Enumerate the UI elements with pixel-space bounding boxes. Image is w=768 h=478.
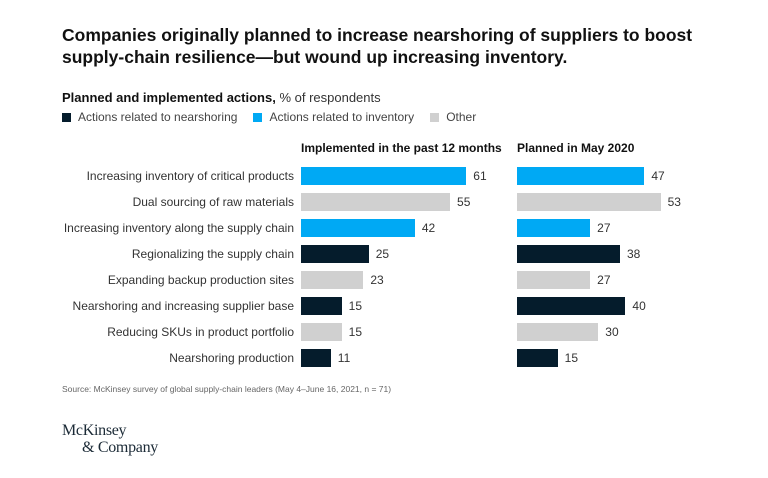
data-label: 23 bbox=[370, 273, 384, 287]
bar-planned bbox=[517, 349, 558, 367]
data-label: 25 bbox=[375, 247, 390, 261]
bar-planned bbox=[517, 323, 599, 341]
data-label: 61 bbox=[473, 169, 487, 183]
bar-implemented bbox=[301, 349, 331, 367]
logo-line-2: & Company bbox=[82, 439, 158, 456]
chart-subtitle: Planned and implemented actions, % of re… bbox=[62, 90, 381, 105]
legend-item-nearshoring: Actions related to nearshoring bbox=[62, 110, 237, 124]
legend-swatch bbox=[253, 112, 263, 122]
legend-label: Actions related to inventory bbox=[269, 110, 415, 124]
legend-swatch bbox=[62, 112, 71, 122]
category-label: Nearshoring and increasing supplier base bbox=[72, 299, 294, 313]
bar-implemented bbox=[301, 297, 342, 315]
legend-swatch bbox=[430, 112, 440, 122]
bar-planned bbox=[517, 167, 645, 185]
category-label: Dual sourcing of raw materials bbox=[132, 195, 294, 209]
data-label: 40 bbox=[632, 299, 646, 313]
category-label: Regionalizing the supply chain bbox=[131, 247, 294, 261]
bar-implemented bbox=[301, 245, 369, 263]
bar-implemented bbox=[301, 271, 364, 289]
category-label: Increasing inventory of critical product… bbox=[86, 169, 294, 183]
category-label: Nearshoring production bbox=[169, 351, 294, 365]
data-label: 38 bbox=[626, 247, 641, 261]
bar-implemented bbox=[301, 323, 342, 341]
bar-planned bbox=[517, 271, 591, 289]
data-label: 42 bbox=[421, 221, 436, 235]
category-label: Expanding backup production sites bbox=[107, 273, 294, 287]
subtitle-bold: Planned and implemented actions, bbox=[62, 90, 276, 105]
bar-implemented bbox=[301, 167, 467, 185]
column-header-planned: Planned in May 2020 bbox=[517, 141, 635, 155]
data-label: 11 bbox=[337, 351, 351, 365]
source-note: Source: McKinsey survey of global supply… bbox=[62, 384, 392, 394]
category-label: Reducing SKUs in product portfolio bbox=[107, 325, 294, 339]
mckinsey-logo: McKinsey & Company bbox=[62, 422, 158, 456]
data-label: 15 bbox=[564, 351, 578, 365]
legend-label: Other bbox=[446, 110, 477, 124]
data-label: 53 bbox=[667, 195, 681, 209]
legend-item-inventory: Actions related to inventory bbox=[253, 110, 414, 124]
bar-implemented bbox=[301, 193, 451, 211]
bar-planned bbox=[517, 219, 591, 237]
data-label: 27 bbox=[597, 273, 611, 287]
chart-title: Companies originally planned to increase… bbox=[62, 25, 693, 67]
data-label: 55 bbox=[457, 195, 471, 209]
data-label: 15 bbox=[348, 299, 362, 313]
data-label: 27 bbox=[597, 221, 611, 235]
column-header-implemented: Implemented in the past 12 months bbox=[301, 141, 502, 155]
data-label: 30 bbox=[605, 325, 619, 339]
subtitle-unit: % of respondents bbox=[275, 90, 381, 105]
bar-planned bbox=[517, 245, 620, 263]
bar-planned bbox=[517, 297, 626, 315]
data-label: 15 bbox=[348, 325, 362, 339]
bar-implemented bbox=[301, 219, 415, 237]
bar-planned bbox=[517, 193, 661, 211]
data-label: 47 bbox=[651, 169, 665, 183]
legend-item-other: Other bbox=[430, 110, 476, 124]
legend-label: Actions related to nearshoring bbox=[78, 110, 238, 124]
category-label: Increasing inventory along the supply ch… bbox=[63, 221, 294, 235]
logo-line-1: McKinsey bbox=[62, 422, 127, 439]
legend: Actions related to nearshoring Actions re… bbox=[62, 110, 476, 124]
